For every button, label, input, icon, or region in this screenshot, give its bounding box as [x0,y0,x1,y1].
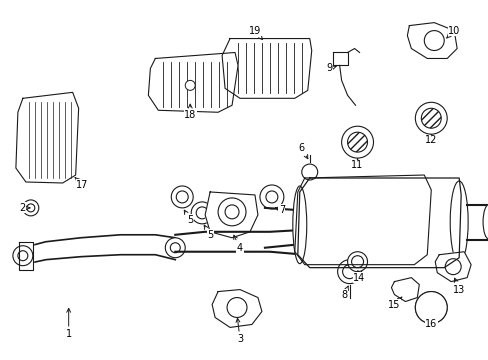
Polygon shape [212,289,262,328]
Circle shape [414,292,447,323]
Circle shape [424,31,443,50]
Circle shape [347,252,367,272]
Text: 5: 5 [204,225,213,240]
Circle shape [265,191,277,203]
Polygon shape [16,92,79,183]
Circle shape [414,102,447,134]
Text: 3: 3 [236,318,243,345]
Ellipse shape [421,108,440,128]
Text: 5: 5 [184,210,193,225]
Circle shape [337,260,361,284]
Text: 13: 13 [452,278,465,294]
Text: 18: 18 [183,104,196,120]
Text: 11: 11 [351,159,363,170]
Circle shape [185,80,195,90]
Polygon shape [148,53,238,112]
Circle shape [13,246,33,266]
Circle shape [176,191,188,203]
Text: 12: 12 [424,135,437,145]
Polygon shape [205,192,258,238]
Polygon shape [434,252,470,282]
Circle shape [23,200,39,216]
Circle shape [218,198,245,226]
Circle shape [165,238,185,258]
Circle shape [342,265,356,279]
Circle shape [224,205,239,219]
Ellipse shape [347,132,367,152]
Text: 4: 4 [233,235,243,253]
Polygon shape [332,53,347,66]
Circle shape [444,259,460,275]
Circle shape [414,292,447,323]
Text: 9: 9 [326,63,335,73]
Polygon shape [294,175,430,265]
Polygon shape [407,23,456,58]
Text: 19: 19 [248,26,262,40]
Ellipse shape [292,186,306,264]
Text: 2: 2 [20,203,30,213]
Text: 1: 1 [65,309,72,339]
Circle shape [196,207,208,219]
Circle shape [27,204,35,212]
Text: 6: 6 [298,143,307,159]
Polygon shape [19,242,33,270]
Ellipse shape [449,181,467,263]
Text: 8: 8 [341,286,347,300]
Circle shape [18,251,28,261]
Text: 7: 7 [275,205,285,215]
Text: 10: 10 [446,26,459,38]
Circle shape [341,126,373,158]
Polygon shape [297,178,460,268]
Circle shape [191,202,213,224]
Ellipse shape [482,204,488,239]
Text: 16: 16 [424,319,436,329]
Circle shape [170,243,180,253]
Text: 15: 15 [387,297,401,310]
Circle shape [301,164,317,180]
Circle shape [351,256,363,268]
Circle shape [171,186,193,208]
Polygon shape [390,278,419,302]
Circle shape [260,185,283,209]
Circle shape [226,298,246,318]
Ellipse shape [421,298,440,318]
Text: 14: 14 [353,271,365,283]
Polygon shape [222,39,311,98]
Text: 17: 17 [75,177,89,190]
